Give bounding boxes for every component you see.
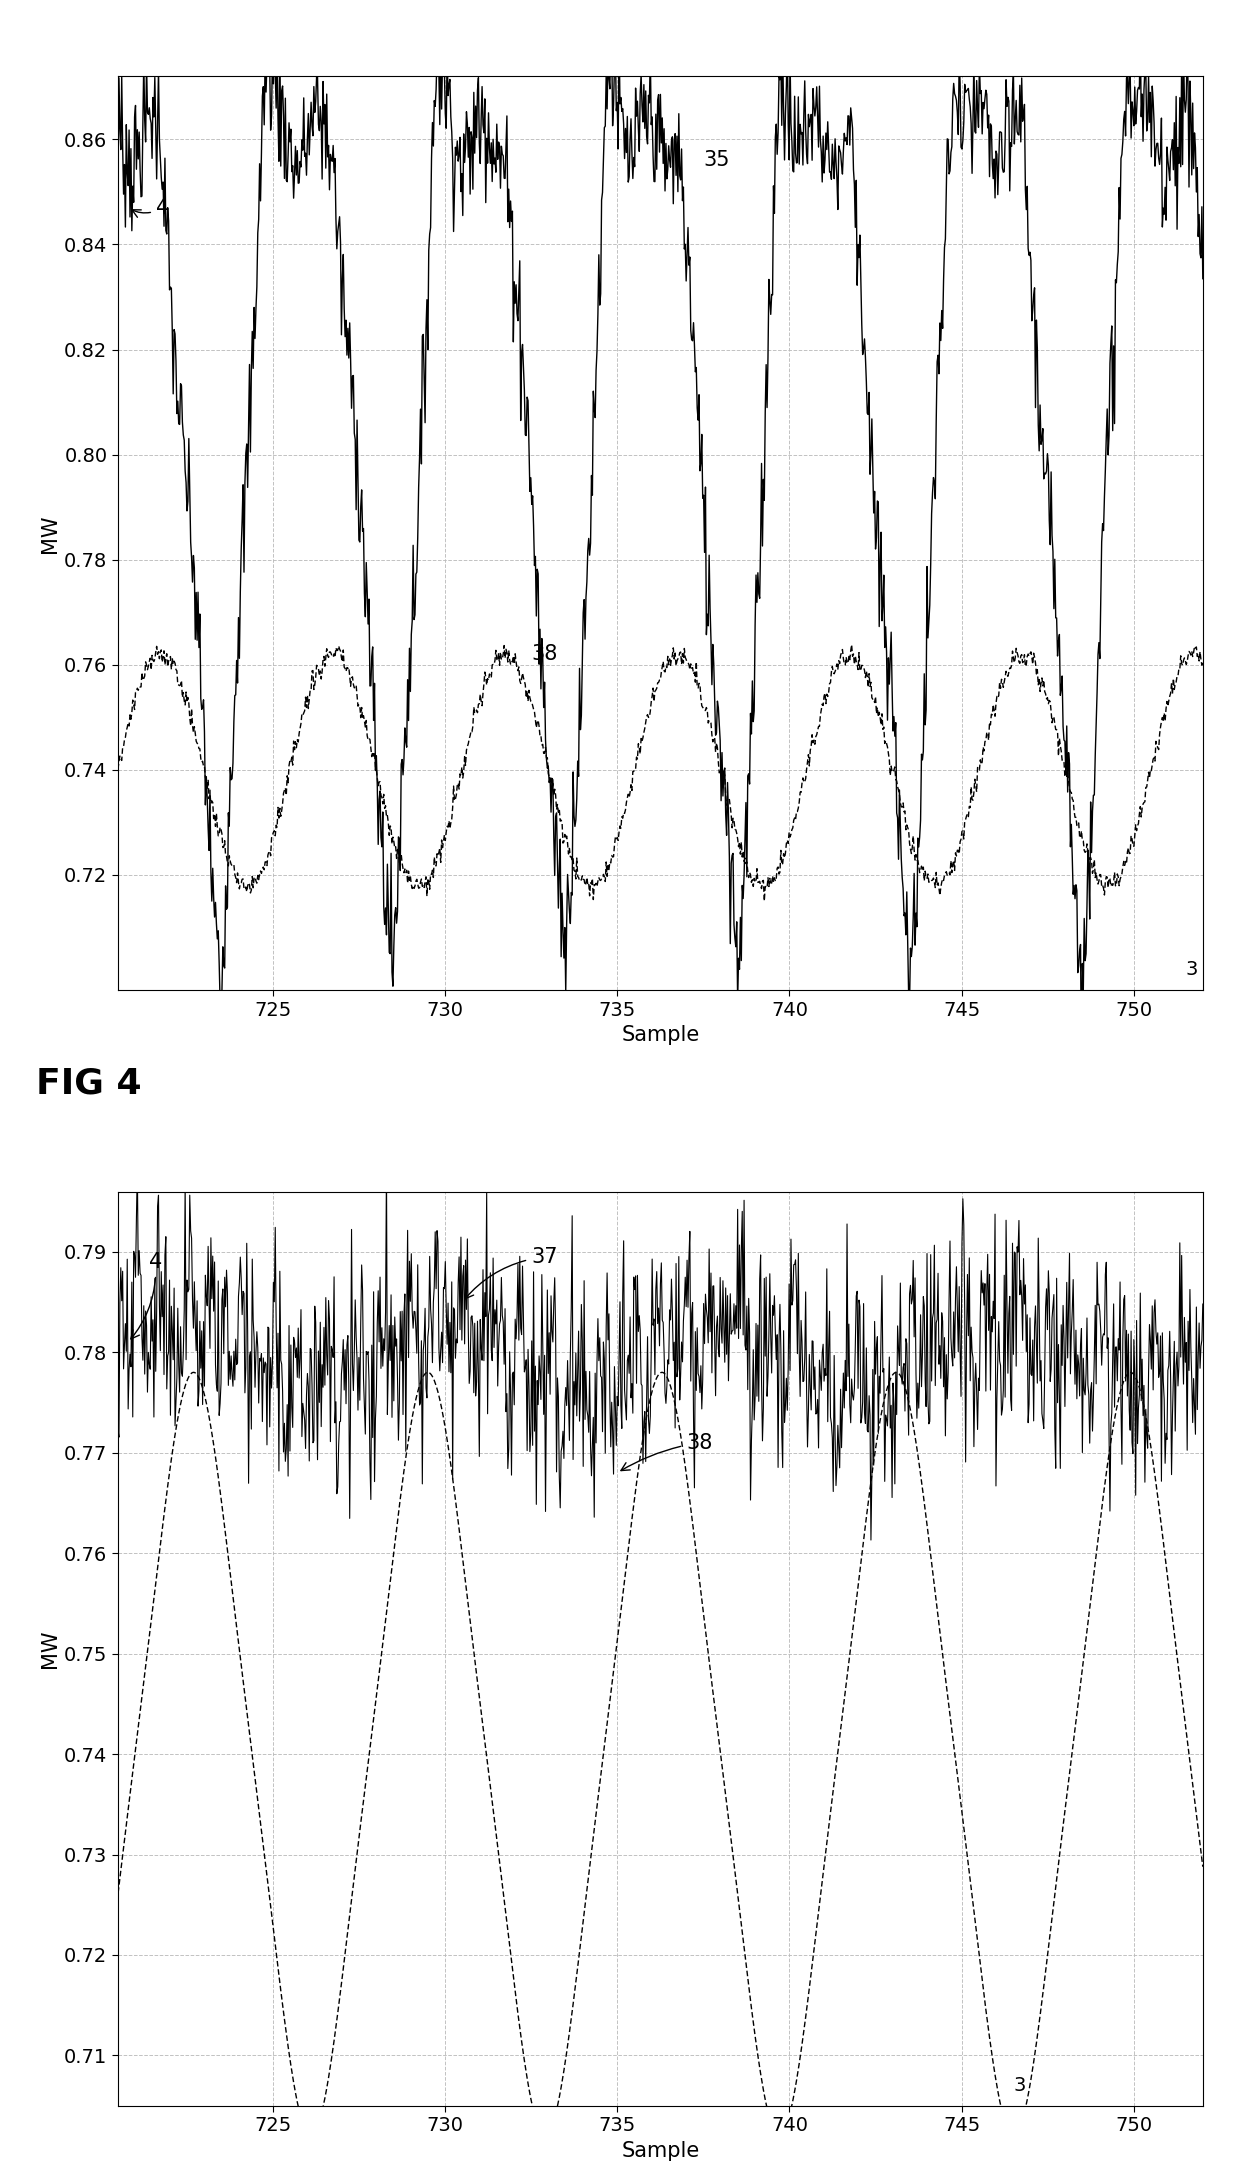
Text: 38: 38 — [531, 644, 558, 663]
Text: 3: 3 — [1013, 2075, 1025, 2095]
Text: 38: 38 — [621, 1434, 713, 1471]
Text: 4: 4 — [131, 199, 169, 218]
Text: 3: 3 — [1185, 960, 1198, 980]
Text: FIG 4: FIG 4 — [36, 1067, 143, 1100]
Y-axis label: MW: MW — [40, 515, 60, 552]
Text: 35: 35 — [703, 151, 730, 170]
X-axis label: Sample: Sample — [621, 2141, 699, 2160]
Text: 4: 4 — [131, 1252, 162, 1340]
X-axis label: Sample: Sample — [621, 1026, 699, 1045]
Text: 37: 37 — [465, 1246, 558, 1298]
Y-axis label: MW: MW — [40, 1630, 60, 1667]
